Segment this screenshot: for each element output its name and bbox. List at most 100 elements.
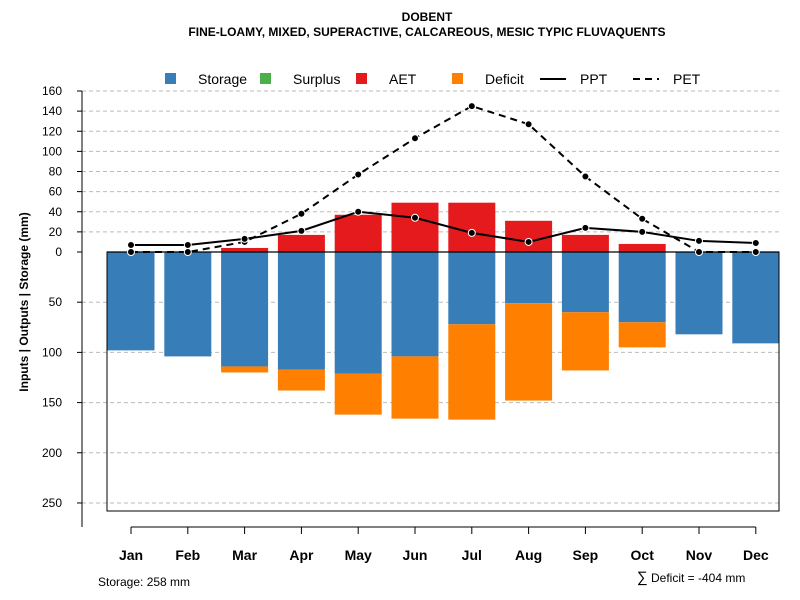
- x-tick-label: Oct: [631, 547, 655, 563]
- legend-swatch-surplus: [260, 73, 271, 84]
- x-axis: Jan Feb Mar Apr May Jun Jul Aug Sep Oct Nov Dec: [119, 526, 769, 563]
- storage-bar: [391, 252, 439, 357]
- ppt-point: [183, 240, 192, 249]
- pet-point: [467, 102, 476, 111]
- pet-point: [354, 170, 363, 179]
- storage-bar: [107, 252, 155, 351]
- y-tick-label: 150: [42, 396, 62, 410]
- ppt-point: [695, 236, 703, 245]
- storage-bar: [277, 252, 325, 370]
- storage-bar: [618, 252, 666, 323]
- y-tick-label: 40: [49, 205, 63, 219]
- legend-label-deficit: Deficit: [485, 71, 524, 87]
- ppt-point: [354, 207, 363, 216]
- aet-bar: [448, 202, 496, 252]
- deficit-bar: [391, 356, 439, 419]
- chart-subtitle: FINE-LOAMY, MIXED, SUPERACTIVE, CALCAREO…: [188, 25, 665, 39]
- aet-bar: [277, 234, 325, 252]
- aet-bar: [505, 220, 553, 252]
- deficit-bar: [618, 322, 666, 348]
- x-tick-label: Jan: [119, 547, 143, 563]
- storage-bar: [675, 252, 723, 335]
- x-tick-label: Jun: [403, 547, 428, 563]
- aet-bar: [561, 234, 609, 252]
- y-tick-label: 120: [42, 124, 62, 138]
- x-tick-label: May: [345, 547, 372, 563]
- bars: [107, 202, 780, 420]
- legend-label-surplus: Surplus: [293, 71, 340, 87]
- y-tick-label: 200: [42, 446, 62, 460]
- pet-point: [127, 248, 135, 256]
- y-tick-label: 50: [49, 295, 63, 309]
- y-tick-label: 0: [55, 245, 62, 259]
- ppt-point: [581, 223, 590, 232]
- x-tick-label: Feb: [175, 547, 200, 563]
- x-tick-label: Dec: [743, 547, 769, 563]
- legend-label-ppt: PPT: [580, 71, 608, 87]
- aet-bar: [618, 243, 666, 252]
- ppt-line: [131, 210, 756, 246]
- pet-line: [131, 105, 756, 253]
- legend-label-aet: AET: [389, 71, 417, 87]
- ppt-point: [638, 227, 647, 236]
- y-tick-label: 160: [42, 84, 62, 98]
- deficit-bar: [448, 324, 496, 420]
- ppt-point: [297, 226, 306, 235]
- ppt-point: [127, 240, 135, 249]
- chart-title: DOBENT: [402, 10, 453, 24]
- pet-point: [297, 209, 306, 218]
- x-tick-label: Sep: [573, 547, 599, 563]
- legend-swatch-aet: [356, 73, 367, 84]
- storage-bar: [164, 252, 212, 357]
- deficit-bar: [334, 373, 382, 415]
- y-tick-label: 20: [49, 225, 63, 239]
- pet-point: [751, 248, 760, 256]
- ppt-point: [751, 238, 760, 247]
- pet-point: [581, 172, 590, 181]
- legend-swatch-deficit: [452, 73, 463, 84]
- deficit-bar: [505, 303, 553, 401]
- storage-bar: [448, 252, 496, 325]
- storage-bar: [221, 252, 269, 367]
- ppt-point: [411, 213, 419, 222]
- x-tick-label: Jul: [462, 547, 482, 563]
- aet-bar: [391, 202, 439, 252]
- legend-label-storage: Storage: [198, 71, 247, 87]
- y-tick-label: 100: [42, 144, 62, 158]
- lines: [127, 102, 760, 256]
- ppt-point: [524, 237, 533, 246]
- storage-total-text: Storage: 258 mm: [98, 575, 190, 589]
- y-tick-label: 100: [42, 345, 62, 359]
- y-tick-label: 140: [42, 104, 62, 118]
- legend: Storage Surplus AET Deficit PPT PET: [165, 71, 701, 87]
- y-tick-label: 80: [49, 165, 63, 179]
- storage-bar: [334, 252, 382, 374]
- x-tick-label: Apr: [289, 547, 314, 563]
- pet-point: [524, 120, 533, 129]
- legend-label-pet: PET: [673, 71, 701, 87]
- x-tick-label: Nov: [686, 547, 713, 563]
- deficit-bar: [221, 366, 269, 373]
- deficit-bar: [561, 312, 609, 371]
- aet-bar: [334, 214, 382, 252]
- pet-point: [183, 248, 192, 256]
- deficit-total-text: Deficit = -404 mm: [651, 571, 745, 585]
- legend-swatch-storage: [165, 73, 176, 84]
- aet-bar: [221, 247, 269, 252]
- storage-bar: [732, 252, 780, 344]
- pet-point: [638, 214, 647, 223]
- pet-point: [411, 134, 419, 143]
- y-axis-label: Inputs | Outputs | Storage (mm): [17, 212, 31, 391]
- ppt-point: [240, 234, 249, 243]
- storage-bar: [505, 252, 553, 304]
- pet-point: [695, 248, 703, 256]
- x-tick-label: Aug: [515, 547, 542, 563]
- sum-symbol: ∑: [637, 569, 648, 586]
- x-tick-label: Mar: [232, 547, 257, 563]
- y-tick-label: 60: [49, 185, 63, 199]
- y-tick-label: 250: [42, 496, 62, 510]
- lower-panel-frame: [106, 251, 780, 512]
- deficit-bar: [277, 369, 325, 391]
